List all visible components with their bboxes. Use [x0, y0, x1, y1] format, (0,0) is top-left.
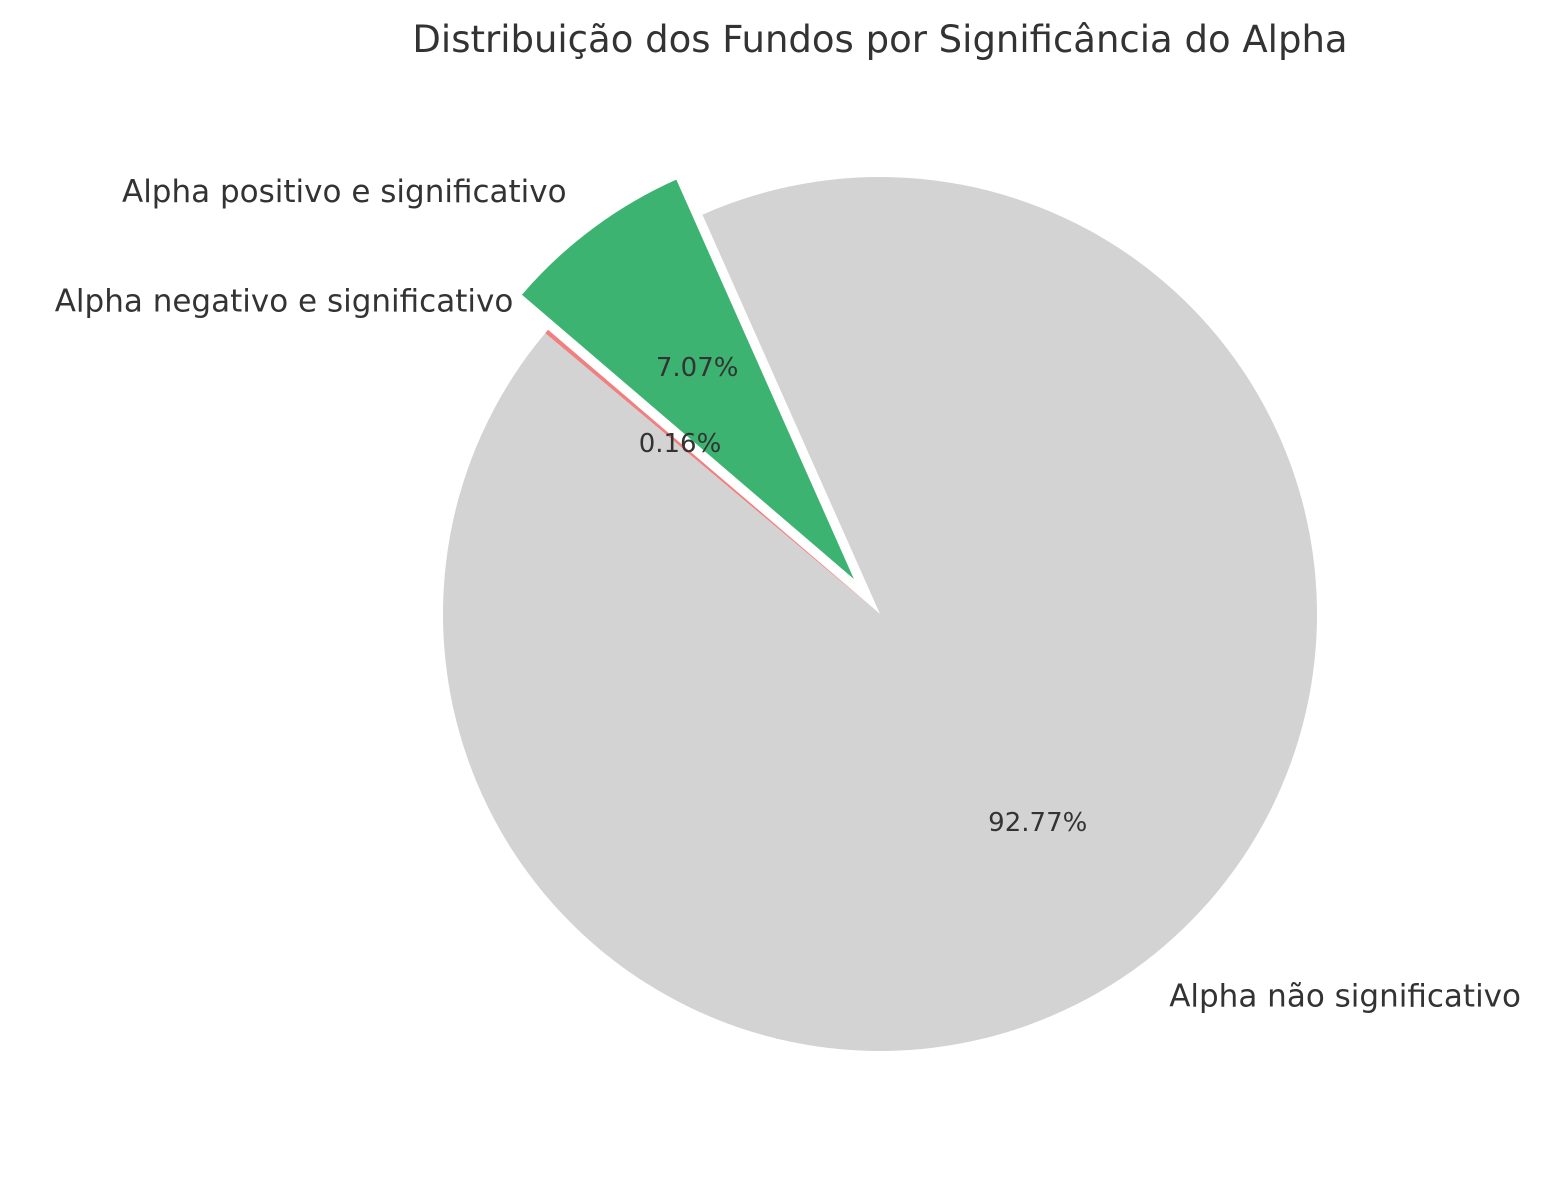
pie-labels: 92.77% Alpha não significativo 7.07% Alpha … — [55, 174, 1521, 1014]
pie-category-label: Alpha não significativo — [1169, 978, 1521, 1014]
pie-slice-alpha-positivo-e-significativo — [521, 179, 854, 579]
pie-percent-label: 92.77% — [988, 808, 1087, 838]
pie-percent-label: 7.07% — [656, 353, 739, 383]
pie-slice-alpha-negativo-e-significativo — [545, 329, 880, 614]
pie-category-label: Alpha positivo e significativo — [122, 174, 567, 210]
pie-category-label: Alpha negativo e significativo — [55, 284, 514, 320]
pie-slices — [442, 176, 1317, 1051]
pie-percent-label: 0.16% — [639, 429, 722, 459]
chart-title: Distribuição dos Fundos por Significânci… — [412, 18, 1347, 61]
